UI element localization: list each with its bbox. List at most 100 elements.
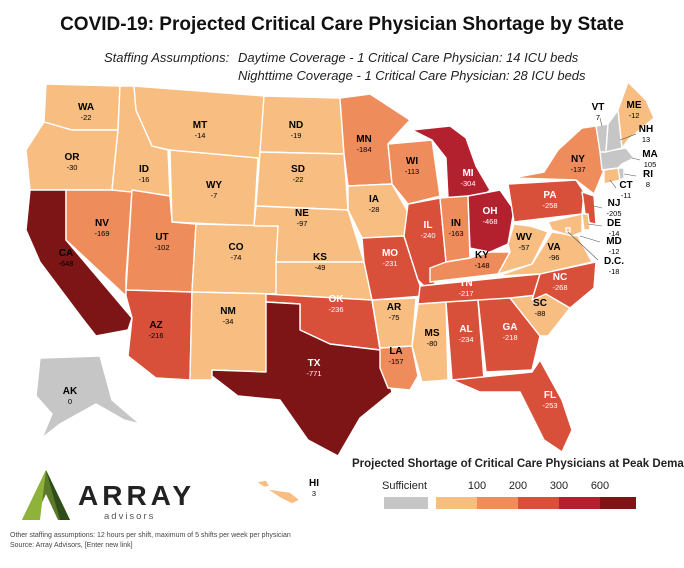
svg-text:KS: KS: [313, 252, 327, 263]
state-FL[interactable]: [451, 359, 573, 453]
label-LA: LA-157: [388, 346, 403, 366]
svg-text:-12: -12: [609, 247, 620, 256]
legend-sufficient-label: Sufficient: [382, 480, 428, 492]
state-MD[interactable]: [547, 213, 583, 237]
state-WI[interactable]: [387, 139, 441, 205]
label-TN: TN-217: [458, 278, 473, 298]
state-TX[interactable]: [211, 301, 393, 457]
footnote-assumptions: Other staffing assumptions: 12 hours per…: [10, 532, 291, 539]
legend-swatch-sufficient: [384, 497, 428, 509]
svg-text:CO: CO: [229, 242, 244, 253]
label-AZ: AZ-216: [148, 320, 163, 340]
svg-text:LA: LA: [389, 346, 402, 357]
svg-text:VA: VA: [547, 242, 560, 253]
svg-text:ME: ME: [627, 100, 642, 111]
svg-text:OR: OR: [65, 152, 81, 163]
svg-text:7: 7: [596, 113, 600, 122]
svg-text:-97: -97: [297, 219, 308, 228]
svg-text:SD: SD: [291, 164, 305, 175]
state-WV[interactable]: [497, 223, 549, 275]
svg-text:AL: AL: [459, 324, 472, 335]
label-PA: PA-258: [542, 190, 557, 210]
svg-text:-88: -88: [535, 309, 546, 318]
svg-text:-268: -268: [552, 283, 567, 292]
label-MO: MO-231: [382, 248, 398, 268]
svg-text:CA: CA: [59, 248, 73, 259]
state-KY[interactable]: [429, 251, 511, 283]
svg-text:-217: -217: [458, 289, 473, 298]
state-MA[interactable]: [599, 147, 635, 171]
svg-text:TN: TN: [459, 278, 472, 289]
svg-text:MD: MD: [606, 236, 622, 247]
svg-text:8: 8: [646, 180, 650, 189]
label-SC: SC-88: [533, 298, 547, 318]
label-WV: WV-57: [516, 232, 532, 252]
svg-text:-75: -75: [389, 313, 400, 322]
svg-text:-28: -28: [369, 205, 380, 214]
state-DE[interactable]: [581, 213, 591, 231]
label-IL: IL-240: [420, 220, 435, 240]
svg-text:3: 3: [312, 489, 316, 498]
legend-tick-200: 200: [508, 480, 528, 492]
svg-text:PA: PA: [543, 190, 556, 201]
state-ME[interactable]: [617, 81, 655, 149]
state-CT[interactable]: [603, 167, 621, 185]
svg-text:-258: -258: [542, 201, 557, 210]
svg-text:-184: -184: [356, 145, 371, 154]
label-ME: ME-12: [627, 100, 642, 120]
svg-text:-22: -22: [81, 113, 92, 122]
svg-text:ID: ID: [139, 164, 149, 175]
state-RI[interactable]: [617, 167, 625, 181]
svg-text:-18: -18: [609, 267, 620, 276]
svg-text:MA: MA: [642, 149, 658, 160]
svg-text:DE: DE: [607, 218, 621, 229]
state-HI[interactable]: [255, 479, 301, 505]
state-AK[interactable]: [35, 355, 141, 439]
svg-text:-240: -240: [420, 231, 435, 240]
svg-text:MN: MN: [356, 134, 372, 145]
label-DC: D.C.-18: [604, 256, 624, 276]
legend-tick-100: 100: [467, 480, 487, 492]
svg-text:IN: IN: [451, 218, 461, 229]
leader-lines: [567, 117, 641, 261]
label-NJ: NJ-205: [606, 198, 621, 218]
state-MS[interactable]: [411, 301, 449, 383]
svg-text:MS: MS: [425, 328, 440, 339]
svg-text:VT: VT: [592, 102, 605, 113]
svg-text:AK: AK: [63, 386, 78, 397]
state-DC[interactable]: [565, 227, 571, 233]
label-HI: HI3: [309, 478, 319, 498]
label-OR: OR-30: [65, 152, 81, 172]
svg-text:AR: AR: [387, 302, 402, 313]
svg-text:-148: -148: [474, 261, 489, 270]
svg-text:-16: -16: [139, 175, 150, 184]
svg-text:WA: WA: [78, 102, 94, 113]
legend-tick-300: 300: [549, 480, 569, 492]
label-MS: MS-80: [425, 328, 440, 348]
svg-text:-113: -113: [405, 167, 419, 176]
label-CO: CO-74: [229, 242, 244, 262]
svg-text:-169: -169: [94, 229, 109, 238]
svg-text:-30: -30: [67, 163, 78, 172]
svg-text:-80: -80: [427, 339, 438, 348]
footnote-source: Source: Array Advisors, [Enter new link]: [10, 542, 133, 549]
svg-text:IA: IA: [369, 194, 379, 205]
svg-text:-7: -7: [211, 191, 218, 200]
svg-text:KY: KY: [475, 250, 489, 261]
label-ND: ND-19: [289, 120, 303, 140]
logo-tagline: advisors: [104, 511, 156, 522]
svg-text:HI: HI: [309, 478, 319, 489]
svg-text:ND: ND: [289, 120, 303, 131]
svg-text:NE: NE: [295, 208, 309, 219]
svg-text:-57: -57: [519, 243, 530, 252]
svg-text:RI: RI: [643, 169, 653, 180]
svg-text:-34: -34: [223, 317, 234, 326]
svg-text:WY: WY: [206, 180, 222, 191]
label-NC: NC-268: [552, 272, 567, 292]
svg-text:-96: -96: [549, 253, 560, 262]
svg-text:-231: -231: [382, 259, 397, 268]
svg-text:D.C.: D.C.: [604, 256, 624, 267]
svg-text:MI: MI: [462, 168, 473, 179]
